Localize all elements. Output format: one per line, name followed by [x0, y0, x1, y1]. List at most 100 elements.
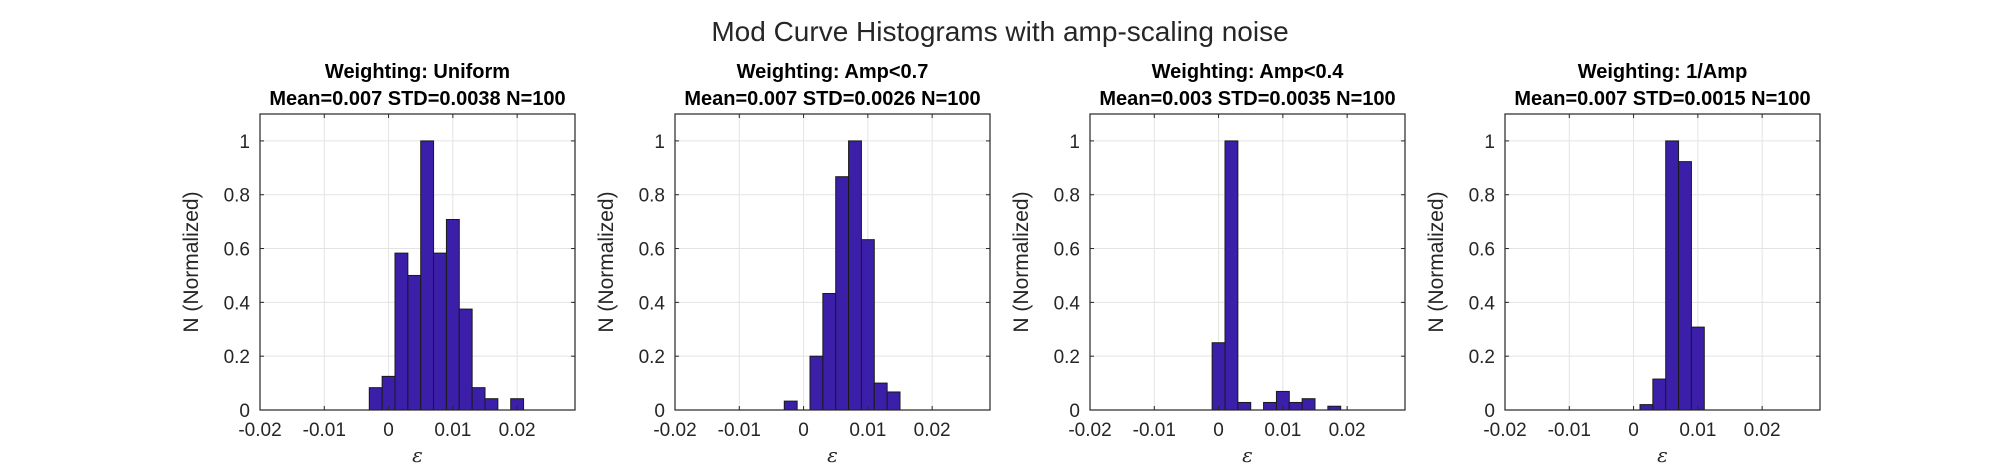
x-tick-label: 0.02	[499, 420, 536, 441]
histogram-bar	[471, 387, 486, 411]
panel-title: Weighting: Amp<0.4	[1152, 61, 1345, 83]
axes-box	[1504, 113, 1821, 411]
y-axis-label: N (Normalized)	[595, 191, 618, 332]
x-tick-label: 0.02	[1329, 420, 1366, 441]
histogram-bar	[1639, 404, 1654, 411]
y-tick-label: 1	[239, 132, 250, 153]
y-tick-label: 0.2	[224, 347, 250, 368]
histogram-bar	[1263, 401, 1277, 411]
y-tick-label: 0.8	[224, 186, 250, 207]
x-tick-label: 0	[383, 420, 394, 441]
y-tick-label: 1	[654, 132, 665, 153]
histogram-panel-1: -0.02 -0.01 0 0.01 0.02 0 0.2 0.4 0.6 0.8 1 Weighti…	[180, 61, 576, 467]
histogram-bar	[1237, 401, 1252, 411]
x-tick-label: 0.01	[849, 420, 886, 441]
y-tick-label: 1	[1484, 132, 1495, 153]
y-tick-label: 0.6	[1054, 240, 1080, 261]
x-tick-label: 0	[798, 420, 809, 441]
histogram-bar	[783, 400, 798, 411]
histogram-bar	[848, 140, 862, 411]
panel-subtitle: Mean=0.007 STD=0.0038 N=100	[269, 88, 565, 110]
y-tick-label: 0.4	[1054, 293, 1081, 314]
histogram-bar	[394, 252, 409, 411]
x-tick-label: 0.02	[914, 420, 951, 441]
histogram-bar	[835, 176, 850, 411]
histogram-panel-4: -0.02 -0.01 0 0.01 0.02 0 0.2 0.4 0.6 0.8 1 Weighti…	[1425, 61, 1821, 467]
histogram-bar	[1665, 140, 1680, 411]
y-axis-label: N (Normalized)	[1425, 191, 1448, 332]
x-tick-label: 0.01	[1264, 420, 1301, 441]
histogram-panel-2: -0.02 -0.01 0 0.01 0.02 0 0.2 0.4 0.6 0.8 1 Weighti…	[595, 61, 991, 467]
y-tick-label: 0.8	[1054, 186, 1080, 207]
y-axis-label: N (Normalized)	[1010, 191, 1033, 332]
histogram-bar	[809, 355, 824, 411]
y-tick-label: 0.8	[639, 186, 665, 207]
y-tick-label: 0.8	[1469, 186, 1495, 207]
histogram-bar	[368, 387, 383, 411]
x-axis-label: ε	[1242, 443, 1253, 467]
histogram-bar	[458, 308, 473, 411]
y-tick-label: 0.2	[1469, 347, 1495, 368]
histogram-bar	[822, 292, 837, 411]
panel-subtitle: Mean=0.007 STD=0.0026 N=100	[684, 88, 980, 110]
x-tick-label: 0.01	[1679, 420, 1716, 441]
panel-subtitle: Mean=0.007 STD=0.0015 N=100	[1514, 88, 1810, 110]
x-tick-label: -0.02	[238, 420, 281, 441]
x-tick-label: 0	[1628, 420, 1639, 441]
histogram-bar	[381, 375, 396, 411]
histogram-bar	[1301, 398, 1316, 411]
histogram-bar	[433, 252, 447, 411]
plot-area	[1090, 114, 1405, 410]
histogram-bar	[445, 218, 460, 411]
histogram-bar	[1211, 342, 1226, 411]
y-axis-label: N (Normalized)	[180, 191, 203, 332]
y-tick-label: 0.6	[639, 240, 665, 261]
histogram-bar	[886, 391, 901, 411]
histogram-bar	[873, 382, 888, 411]
histogram-bar	[1224, 140, 1239, 411]
histogram-panel-3: -0.02 -0.01 0 0.01 0.02 0 0.2 0.4 0.6 0.8 1 Weighti…	[1010, 61, 1406, 467]
panel-title: Weighting: 1/Amp	[1578, 61, 1748, 83]
y-tick-label: 0.4	[1469, 293, 1496, 314]
x-tick-label: -0.02	[1068, 420, 1111, 441]
x-tick-label: 0	[1213, 420, 1224, 441]
x-tick-label: -0.01	[1548, 420, 1591, 441]
histogram-bar	[1690, 326, 1705, 411]
y-tick-label: 0	[1069, 401, 1080, 422]
y-tick-label: 0.4	[224, 293, 251, 314]
panel-title: Weighting: Amp<0.7	[737, 61, 929, 83]
y-tick-label: 0.6	[224, 240, 250, 261]
histogram-bar	[1678, 161, 1692, 411]
x-tick-label: -0.01	[303, 420, 346, 441]
y-tick-label: 0	[1484, 401, 1495, 422]
y-tick-label: 0.2	[639, 347, 665, 368]
panel-title: Weighting: Uniform	[325, 61, 510, 83]
plot-area	[1505, 114, 1820, 410]
histogram-bar	[484, 398, 499, 411]
x-tick-label: -0.02	[653, 420, 696, 441]
x-axis-label: ε	[1657, 443, 1668, 467]
y-tick-label: 0.2	[1054, 347, 1080, 368]
x-tick-label: 0.01	[434, 420, 471, 441]
histogram-bar	[1652, 378, 1667, 411]
histogram-bar	[420, 140, 435, 411]
axes-box	[674, 113, 991, 411]
y-tick-label: 1	[1069, 132, 1080, 153]
x-tick-label: -0.02	[1483, 420, 1526, 441]
y-tick-label: 0	[654, 401, 665, 422]
histogram-bar	[1288, 401, 1303, 411]
x-axis-label: ε	[827, 443, 838, 467]
figure-suptitle: Mod Curve Histograms with amp-scaling no…	[711, 16, 1288, 47]
axes-box	[1089, 113, 1406, 411]
x-axis-label: ε	[412, 443, 423, 467]
x-tick-label: -0.01	[718, 420, 761, 441]
y-tick-label: 0.6	[1469, 240, 1495, 261]
histogram-bar	[860, 239, 875, 411]
y-tick-label: 0	[239, 401, 250, 422]
panel-subtitle: Mean=0.003 STD=0.0035 N=100	[1099, 88, 1395, 110]
y-tick-label: 0.4	[639, 293, 666, 314]
x-tick-label: 0.02	[1744, 420, 1781, 441]
axes-box	[259, 113, 576, 411]
histogram-bar	[407, 274, 422, 411]
